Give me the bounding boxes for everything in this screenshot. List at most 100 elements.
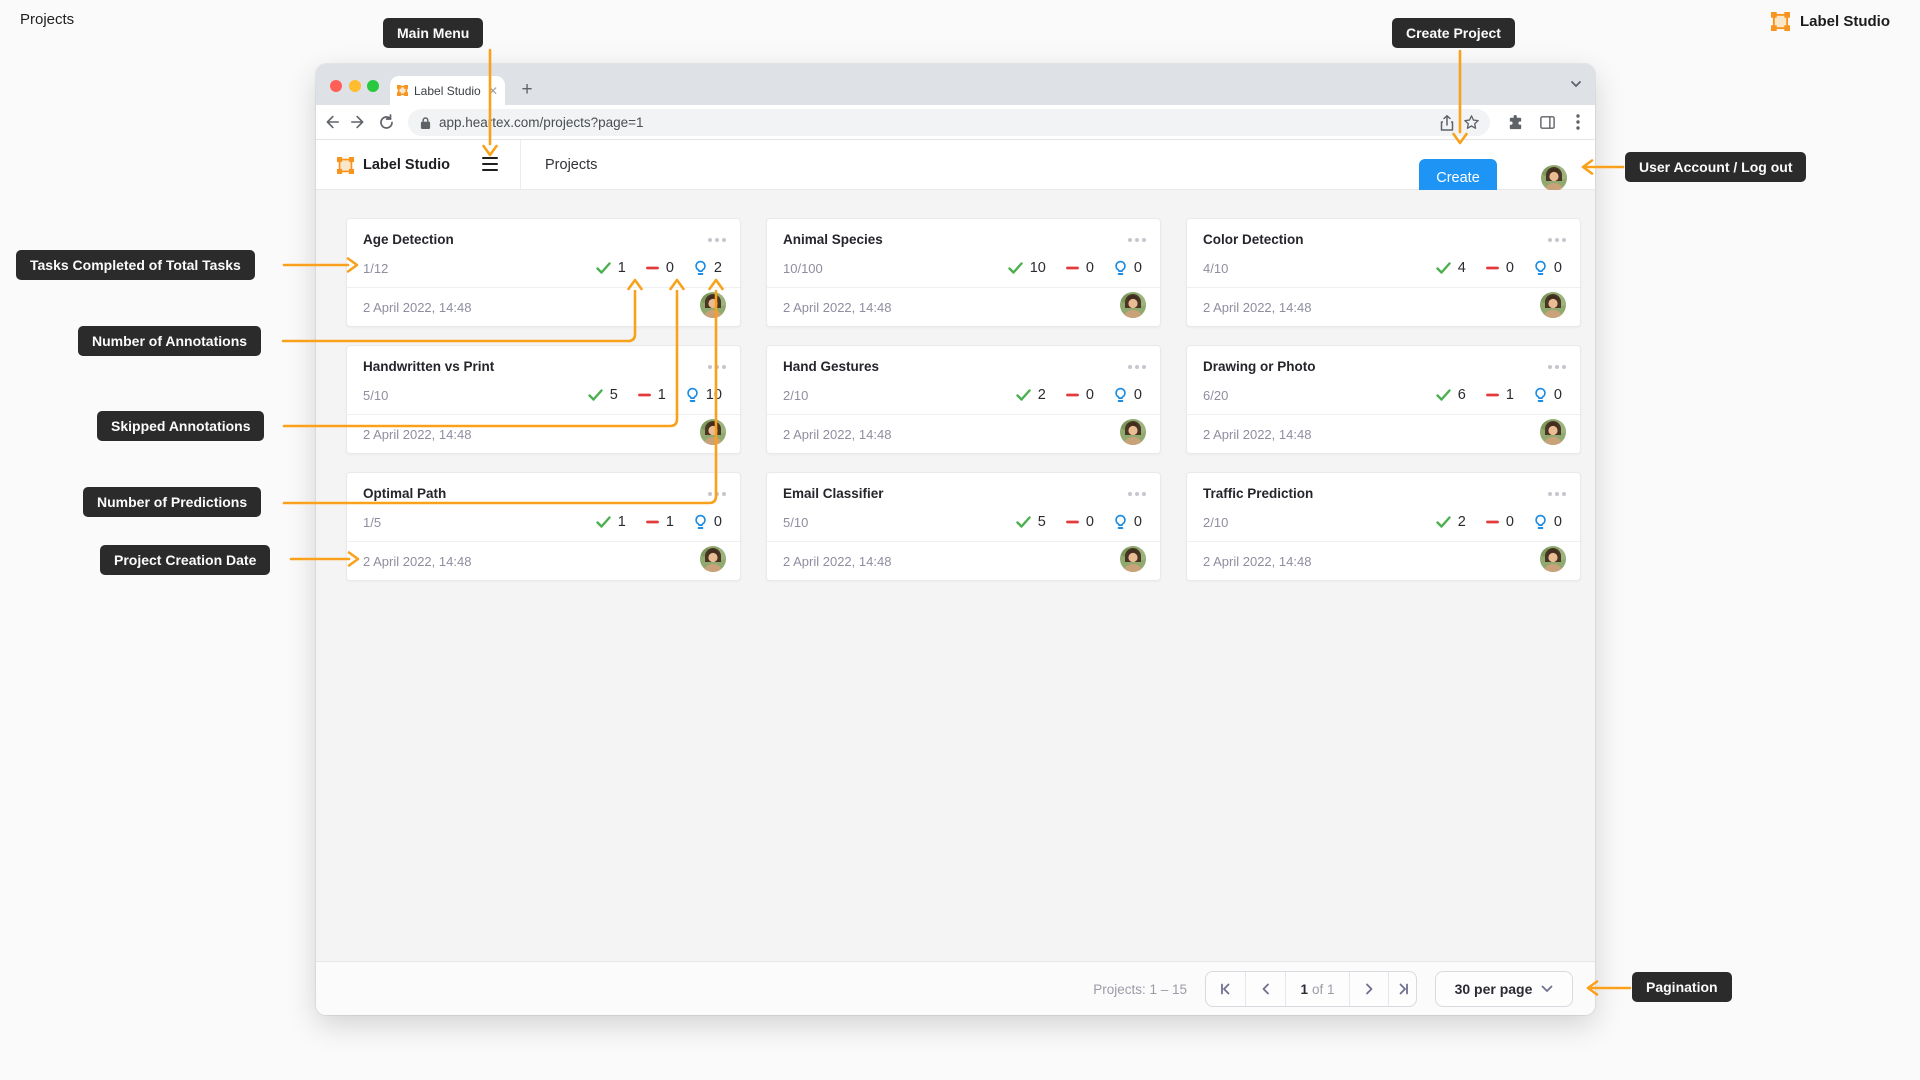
project-menu-button[interactable] <box>708 361 726 373</box>
project-card[interactable]: Color Detection 4/10 4 0 0 <box>1186 218 1581 327</box>
skipped-minus-icon <box>645 266 659 270</box>
page-size-dropdown[interactable]: 30 per page <box>1435 971 1573 1007</box>
skipped-count: 1 <box>1505 387 1514 403</box>
brand-header: Label Studio <box>1771 12 1890 31</box>
project-title: Animal Species <box>783 232 883 247</box>
callout-main-menu: Main Menu <box>383 18 484 48</box>
project-avatar[interactable] <box>1540 545 1566 577</box>
pagination-control: 1 of 1 <box>1205 971 1417 1007</box>
next-page-button[interactable] <box>1350 972 1389 1006</box>
share-icon[interactable] <box>1439 114 1455 132</box>
project-card[interactable]: Drawing or Photo 6/20 6 1 0 <box>1186 345 1581 454</box>
first-page-button[interactable] <box>1206 972 1246 1006</box>
project-card[interactable]: Traffic Prediction 2/10 2 0 0 <box>1186 472 1581 581</box>
skipped-minus-icon <box>1485 266 1499 270</box>
projects-range-label: Projects: 1 – 15 <box>1093 981 1187 997</box>
card-divider <box>767 287 1160 288</box>
skipped-minus-icon <box>645 520 659 524</box>
side-panel-icon[interactable] <box>1535 110 1559 134</box>
project-menu-button[interactable] <box>1548 361 1566 373</box>
completed-check-icon <box>596 516 611 528</box>
browser-tab[interactable]: Label Studio ✕ <box>390 76 505 105</box>
create-project-button[interactable]: Create <box>1419 159 1497 196</box>
user-avatar[interactable] <box>1541 165 1567 196</box>
new-tab-button[interactable]: + <box>521 79 533 100</box>
project-avatar[interactable] <box>700 418 726 450</box>
app-brand: Label Studio <box>337 140 450 190</box>
project-card[interactable]: Email Classifier 5/10 5 0 0 <box>766 472 1161 581</box>
window-zoom-button[interactable] <box>367 80 379 92</box>
project-card[interactable]: Hand Gestures 2/10 2 0 0 <box>766 345 1161 454</box>
completed-check-icon <box>1436 262 1451 274</box>
tasks-progress: 1/5 <box>363 514 382 530</box>
annotations-count: 10 <box>1029 260 1046 276</box>
project-card[interactable]: Age Detection 1/12 1 0 2 <box>346 218 741 327</box>
url-text: app.heartex.com/projects?page=1 <box>439 115 644 130</box>
project-avatar[interactable] <box>1120 418 1146 450</box>
window-close-button[interactable] <box>330 80 342 92</box>
reload-icon[interactable] <box>374 110 398 134</box>
skipped-count: 1 <box>657 387 666 403</box>
predictions-bulb-icon <box>1535 387 1546 402</box>
app-brand-name: Label Studio <box>363 157 450 173</box>
callout-pagination: Pagination <box>1632 972 1732 1002</box>
project-menu-button[interactable] <box>708 234 726 246</box>
window-minimize-button[interactable] <box>349 80 361 92</box>
header-divider <box>520 140 521 190</box>
bookmark-star-icon[interactable] <box>1463 114 1480 131</box>
skipped-count: 0 <box>1085 387 1094 403</box>
project-menu-button[interactable] <box>1128 488 1146 500</box>
tab-search-chevron-icon[interactable] <box>1568 73 1584 100</box>
forward-icon[interactable] <box>347 110 371 134</box>
project-card[interactable]: Handwritten vs Print 5/10 5 1 <box>346 345 741 454</box>
project-menu-button[interactable] <box>1128 361 1146 373</box>
project-menu-button[interactable] <box>1548 234 1566 246</box>
annotations-count: 2 <box>1037 387 1046 403</box>
completed-check-icon <box>1008 262 1023 274</box>
address-bar[interactable]: app.heartex.com/projects?page=1 <box>408 109 1490 136</box>
back-icon[interactable] <box>319 110 343 134</box>
last-page-button[interactable] <box>1389 972 1416 1006</box>
completed-check-icon <box>588 389 603 401</box>
tasks-progress: 2/10 <box>783 387 809 403</box>
project-creation-date: 2 April 2022, 14:48 <box>363 426 472 442</box>
project-creation-date: 2 April 2022, 14:48 <box>1203 299 1312 315</box>
project-avatar[interactable] <box>1120 545 1146 577</box>
project-card[interactable]: Animal Species 10/100 10 0 0 <box>766 218 1161 327</box>
skipped-count: 0 <box>1085 260 1094 276</box>
extensions-puzzle-icon[interactable] <box>1503 110 1527 134</box>
tab-title: Label Studio <box>414 83 481 98</box>
annotations-count: 1 <box>617 514 626 530</box>
project-avatar[interactable] <box>1540 291 1566 323</box>
browser-window: Label Studio ✕ + app. <box>316 64 1595 1015</box>
previous-page-button[interactable] <box>1246 972 1286 1006</box>
project-card[interactable]: Optimal Path 1/5 1 1 0 <box>346 472 741 581</box>
projects-grid: Age Detection 1/12 1 0 2 <box>346 218 1581 581</box>
project-avatar[interactable] <box>1540 418 1566 450</box>
predictions-bulb-icon <box>687 387 698 402</box>
annotations-count: 4 <box>1457 260 1466 276</box>
annotations-count: 2 <box>1457 514 1466 530</box>
app-header: Label Studio Projects Create <box>316 140 1595 196</box>
project-menu-button[interactable] <box>708 488 726 500</box>
main-menu-hamburger-icon[interactable] <box>482 157 498 171</box>
tasks-progress: 10/100 <box>783 260 823 276</box>
project-creation-date: 2 April 2022, 14:48 <box>783 553 892 569</box>
skipped-minus-icon <box>1485 393 1499 397</box>
project-avatar[interactable] <box>700 545 726 577</box>
predictions-bulb-icon <box>1115 260 1126 275</box>
annotations-count: 6 <box>1457 387 1466 403</box>
project-menu-button[interactable] <box>1548 488 1566 500</box>
project-avatar[interactable] <box>700 291 726 323</box>
project-menu-button[interactable] <box>1128 234 1146 246</box>
tab-close-icon[interactable]: ✕ <box>487 83 498 98</box>
project-creation-date: 2 April 2022, 14:48 <box>363 553 472 569</box>
label-studio-logo-icon <box>1771 12 1790 31</box>
predictions-count: 2 <box>713 260 722 276</box>
annotations-count: 5 <box>1037 514 1046 530</box>
browser-menu-kebab-icon[interactable] <box>1566 110 1590 134</box>
page-count: of 1 <box>1311 981 1335 997</box>
callout-tasks-completed: Tasks Completed of Total Tasks <box>16 250 255 280</box>
project-avatar[interactable] <box>1120 291 1146 323</box>
skipped-minus-icon <box>1485 520 1499 524</box>
